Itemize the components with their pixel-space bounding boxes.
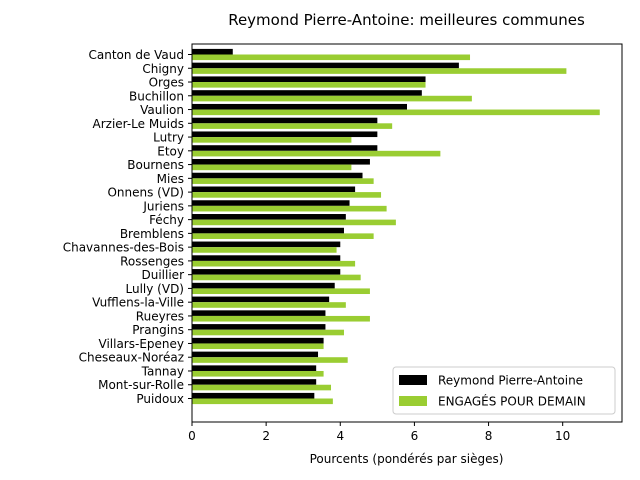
y-tick-label: Lully (VD) [126,282,184,296]
bar-engages-14 [192,247,337,253]
y-tick-label: Villars-Epeney [99,337,185,351]
x-tick-label: 0 [188,429,196,443]
y-tick-label: Orges [149,76,184,90]
bar-reymond-25 [192,392,315,399]
bar-reymond-11 [192,200,350,206]
bar-reymond-14 [192,241,341,248]
x-tick-label: 4 [336,429,344,443]
bar-engages-13 [192,233,374,239]
bar-engages-15 [192,260,356,267]
bar-reymond-10 [192,186,356,193]
bar-reymond-6 [192,131,378,138]
bar-reymond-23 [192,365,317,371]
bar-reymond-0 [192,48,233,55]
x-axis-ticks: 0 2 4 6 8 10 [188,422,570,443]
bar-reymond-15 [192,255,341,261]
y-tick-label: Chigny [142,62,184,76]
y-tick-label: Chavannes-des-Bois [63,241,184,255]
bar-engages-8 [192,164,352,171]
bar-reymond-2 [192,76,426,83]
bars-layer [192,48,600,405]
bar-reymond-24 [192,379,317,385]
bar-engages-21 [192,343,324,350]
x-tick-label: 6 [411,429,419,443]
bar-engages-19 [192,315,370,322]
bar-engages-18 [192,302,346,308]
y-tick-label: Canton de Vaud [89,48,184,62]
y-tick-label: Vufflens-la-Ville [92,296,184,310]
y-tick-label: Duillier [142,268,185,282]
x-tick-label: 8 [485,429,493,443]
bar-reymond-19 [192,310,326,316]
y-tick-label: Vaulion [140,103,184,117]
legend: Reymond Pierre-Antoine ENGAGÉS POUR DEMAI… [392,366,616,415]
y-tick-label: Mies [157,172,184,186]
x-axis-label: Pourcents (pondérés par sièges) [310,452,504,466]
bar-reymond-13 [192,227,344,234]
bar-engages-7 [192,150,441,157]
bar-reymond-22 [192,351,319,358]
bar-reymond-1 [192,62,459,69]
y-tick-label: Féchy [149,213,184,227]
bar-engages-24 [192,384,332,391]
y-tick-label: Rueyres [136,309,184,323]
y-tick-label: Cheseaux-Noréaz [79,351,184,365]
y-tick-label: Arzier-Le Muids [93,117,185,131]
bar-engages-0 [192,54,471,61]
y-tick-label: Lutry [153,131,184,145]
y-tick-label: Prangins [132,323,184,337]
bar-reymond-8 [192,158,370,165]
bar-reymond-20 [192,324,326,330]
bar-engages-4 [192,109,600,116]
y-tick-label: Etoy [157,144,184,158]
y-tick-label: Mont-sur-Rolle [98,378,184,392]
bar-engages-23 [192,370,324,377]
bar-reymond-12 [192,214,346,220]
bar-reymond-18 [192,296,330,303]
y-tick-label: Juriens [142,199,184,213]
bar-engages-22 [192,357,348,363]
bar-engages-20 [192,329,344,336]
bar-engages-11 [192,205,387,212]
bar-reymond-16 [192,269,341,275]
bar-engages-9 [192,178,374,184]
y-axis-ticks: Canton de VaudChignyOrgesBuchillonVaulio… [63,48,192,406]
bar-engages-1 [192,68,567,74]
bar-reymond-17 [192,282,335,289]
y-tick-label: Buchillon [129,89,184,103]
y-tick-label: Puidoux [136,392,184,406]
bar-engages-10 [192,192,382,198]
bar-reymond-9 [192,172,363,179]
bar-engages-2 [192,82,426,88]
y-tick-label: Rossenges [120,254,184,268]
legend-swatch [399,396,427,406]
bar-reymond-7 [192,145,378,151]
x-tick-label: 10 [555,429,570,443]
bar-engages-3 [192,95,472,102]
chart-title: Reymond Pierre-Antoine: meilleures commu… [228,11,585,29]
plot-frame [191,43,623,423]
y-tick-label: Onnens (VD) [107,186,184,200]
x-tick-label: 2 [262,429,270,443]
legend-swatch [399,375,427,385]
legend-label: ENGAGÉS POUR DEMAIN [438,394,586,409]
bar-engages-17 [192,288,370,295]
bar-reymond-5 [192,117,378,124]
bar-engages-25 [192,398,333,405]
y-tick-label: Tannay [141,364,184,378]
bar-reymond-21 [192,337,324,344]
legend-label: Reymond Pierre-Antoine [438,374,583,388]
bar-engages-16 [192,274,361,281]
legend-box [392,366,616,415]
y-tick-label: Bremblens [120,227,184,241]
bar-reymond-4 [192,103,407,110]
bar-reymond-3 [192,90,422,96]
y-tick-label: Bournens [127,158,184,172]
bar-engages-12 [192,219,396,226]
bar-engages-6 [192,137,352,143]
bar-engages-5 [192,123,393,129]
